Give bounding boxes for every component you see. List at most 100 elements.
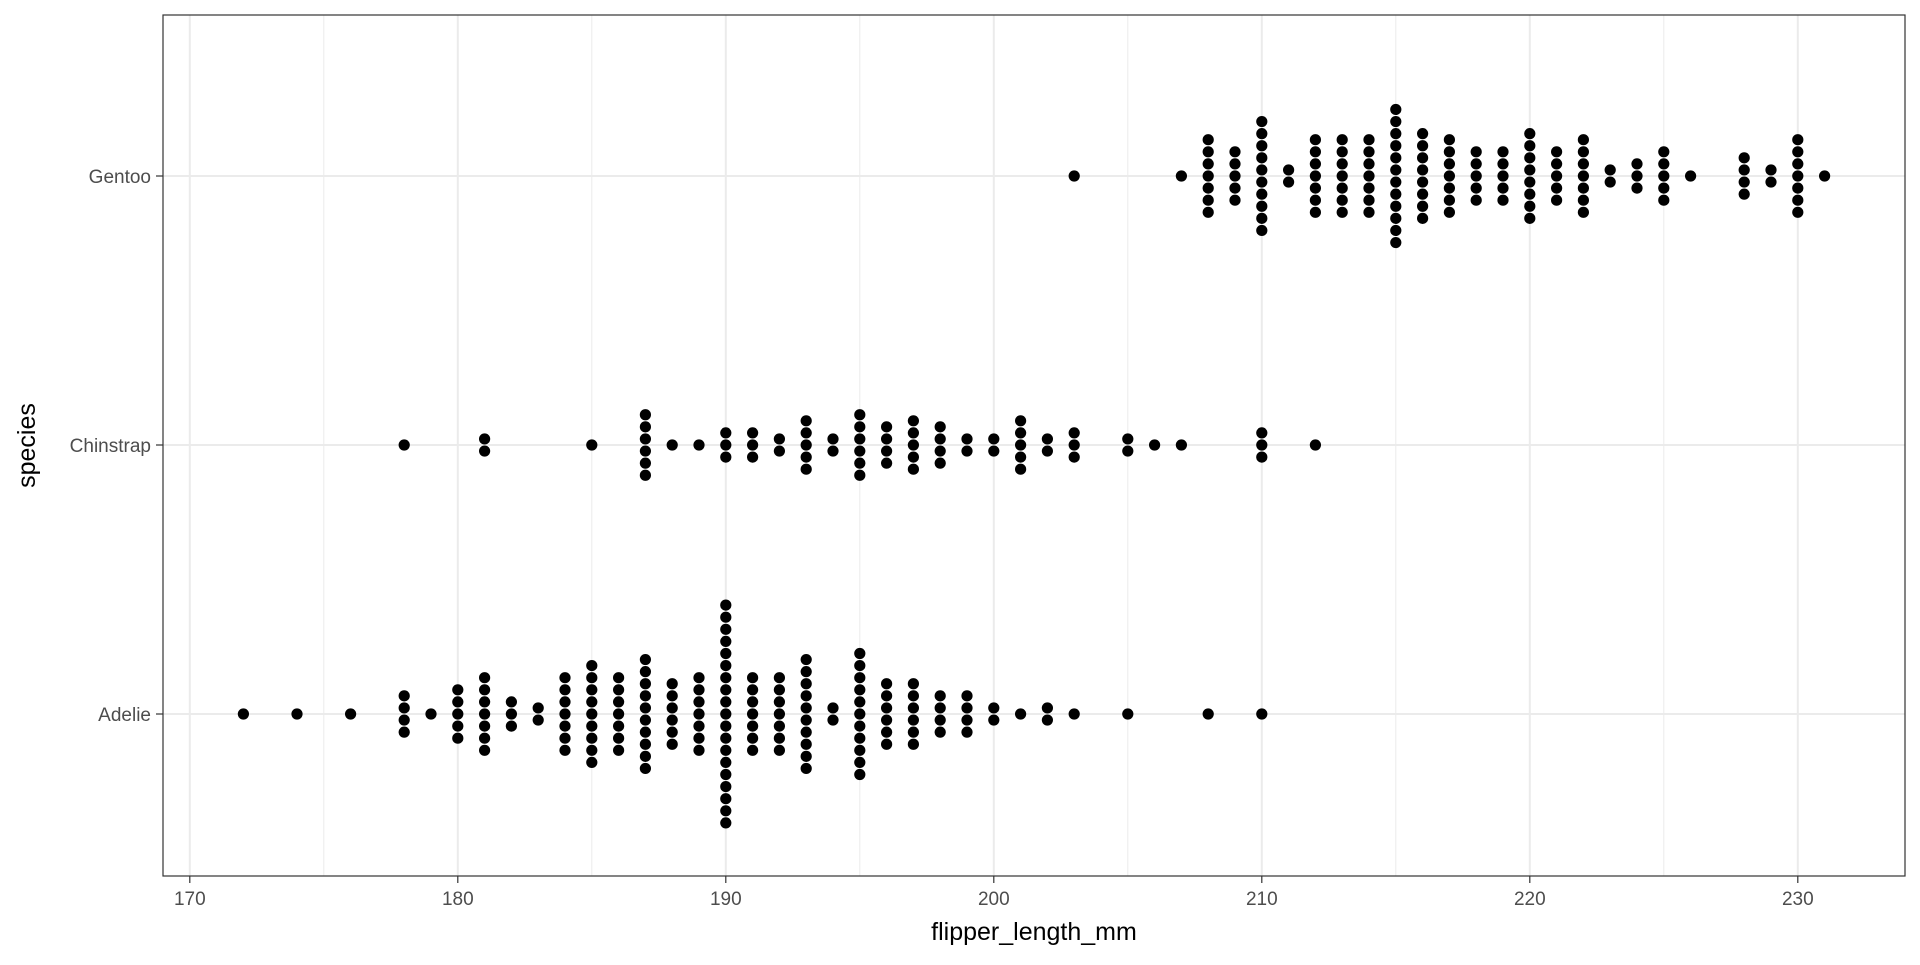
- data-point: [1792, 194, 1804, 206]
- data-point: [961, 726, 973, 738]
- data-point: [854, 732, 866, 744]
- data-point: [1738, 188, 1750, 200]
- data-point: [800, 750, 812, 762]
- data-point: [988, 702, 1000, 714]
- data-point: [613, 720, 625, 732]
- data-point: [720, 439, 732, 451]
- data-point: [1792, 206, 1804, 218]
- data-point: [1309, 194, 1321, 206]
- data-point: [639, 469, 652, 481]
- data-point: [907, 415, 920, 427]
- data-point: [827, 433, 839, 445]
- data-point: [1390, 140, 1402, 152]
- data-point: [1390, 200, 1402, 212]
- data-point: [639, 678, 652, 690]
- data-point: [1604, 164, 1616, 176]
- data-point: [1229, 146, 1241, 158]
- y-tick-label: Gentoo: [89, 167, 151, 188]
- data-point: [1202, 182, 1214, 194]
- data-point: [1631, 158, 1643, 170]
- data-point: [720, 427, 732, 439]
- data-point: [1363, 134, 1375, 146]
- data-point: [586, 708, 598, 720]
- data-point: [934, 445, 946, 457]
- data-point: [1309, 206, 1321, 218]
- data-point: [1577, 182, 1589, 194]
- data-point: [1792, 134, 1804, 146]
- data-point: [452, 720, 464, 732]
- data-point: [747, 439, 759, 451]
- data-point: [720, 732, 732, 744]
- data-point: [1202, 146, 1214, 158]
- data-point: [693, 672, 705, 684]
- data-point: [1551, 182, 1563, 194]
- data-point: [1068, 439, 1080, 451]
- data-point: [586, 756, 598, 769]
- data-point: [854, 672, 866, 684]
- data-point: [800, 666, 812, 678]
- data-point: [907, 451, 920, 463]
- data-point: [1336, 182, 1348, 194]
- data-point: [693, 732, 705, 744]
- data-point: [1202, 194, 1214, 206]
- data-point: [1309, 158, 1321, 170]
- data-point: [1363, 206, 1375, 218]
- data-point: [881, 433, 893, 445]
- data-point: [988, 445, 1000, 457]
- x-tick-label: 180: [442, 889, 474, 910]
- data-point: [1175, 439, 1187, 451]
- data-point: [1256, 176, 1268, 188]
- data-point: [934, 433, 946, 445]
- data-point: [452, 684, 464, 696]
- axes: 170 180 190 200 210 220 230 Adelie Chinstrap Gent…: [70, 167, 1814, 910]
- data-point: [666, 439, 678, 451]
- data-point: [586, 696, 598, 708]
- data-point: [800, 702, 812, 714]
- data-point: [961, 433, 973, 445]
- data-point: [479, 445, 491, 457]
- data-point: [720, 720, 732, 732]
- data-point: [1470, 182, 1482, 194]
- data-point: [1577, 170, 1589, 182]
- data-point: [934, 714, 946, 726]
- data-point: [747, 684, 759, 696]
- data-point: [881, 457, 893, 469]
- data-point: [1229, 182, 1241, 194]
- data-point: [1202, 170, 1214, 182]
- data-point: [613, 696, 625, 708]
- data-point: [1256, 451, 1268, 463]
- data-point: [666, 738, 678, 750]
- data-point: [1363, 146, 1375, 158]
- data-point: [747, 451, 759, 463]
- data-point: [479, 672, 491, 684]
- data-point: [1309, 182, 1321, 194]
- data-point: [1443, 194, 1455, 206]
- data-point: [1765, 176, 1777, 188]
- data-point: [639, 702, 652, 714]
- data-point: [1283, 176, 1295, 188]
- data-point: [1390, 236, 1402, 249]
- data-point: [1256, 427, 1268, 439]
- data-point: [1256, 188, 1268, 200]
- data-point: [693, 720, 705, 732]
- data-point: [1390, 115, 1402, 128]
- data-point: [1122, 433, 1134, 445]
- data-point: [773, 720, 786, 732]
- data-point: [881, 714, 893, 726]
- data-point: [720, 672, 732, 684]
- data-point: [1336, 158, 1348, 170]
- data-point: [854, 744, 866, 756]
- data-point: [1336, 206, 1348, 218]
- data-point: [479, 708, 491, 720]
- data-point: [773, 708, 786, 720]
- data-point: [1015, 463, 1027, 475]
- data-point: [1229, 194, 1241, 206]
- data-point: [1417, 176, 1429, 188]
- data-point: [1256, 140, 1268, 152]
- data-point: [1738, 152, 1750, 164]
- data-point: [827, 714, 839, 726]
- data-point: [479, 732, 491, 744]
- data-point: [720, 781, 732, 793]
